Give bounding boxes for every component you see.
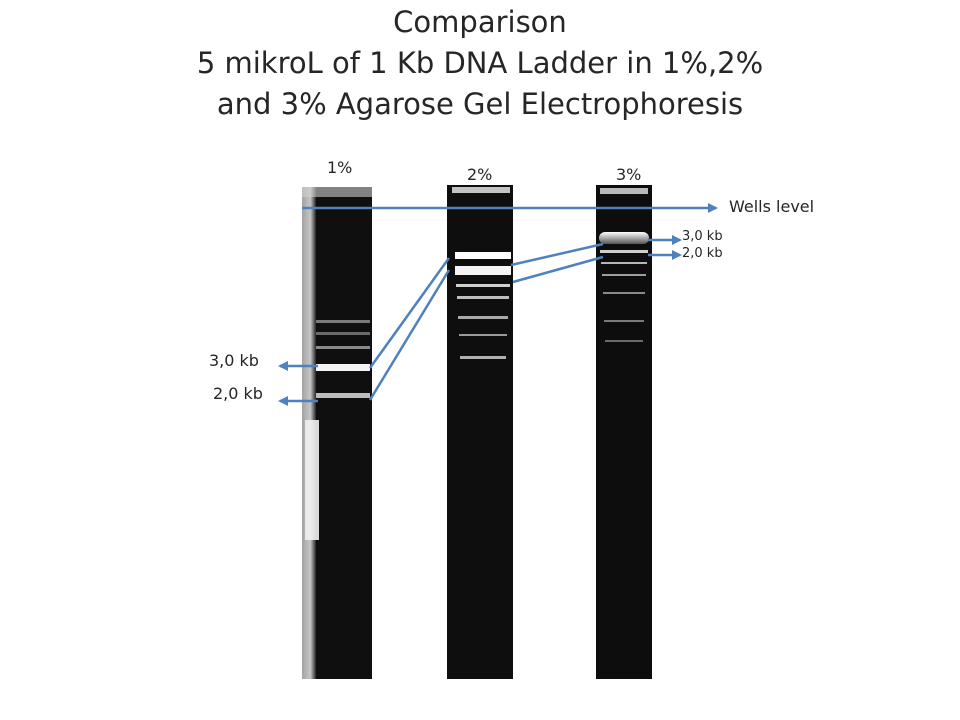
lane2-band-g: [459, 334, 507, 336]
lane3-band-d: [602, 274, 646, 276]
lane1-2kb-label: 2,0 kb: [213, 384, 263, 403]
lane-label-2pct: 2%: [467, 165, 493, 184]
lane2-band-d: [456, 284, 510, 287]
lane3-band-2kb: [600, 250, 648, 253]
lane3-2kb-label: 2,0 kb: [682, 246, 723, 261]
wells-level-label: Wells level: [729, 197, 815, 216]
connector-2kb-1to2: [368, 269, 451, 401]
lane2-band-h: [460, 356, 506, 359]
lane3-band-g: [605, 340, 643, 342]
gel-lane-3pct: [596, 185, 652, 679]
slide-title: Comparison 5 mikroL of 1 Kb DNA Ladder i…: [0, 2, 960, 125]
lane1-band-3kb: [316, 364, 370, 371]
lane2-band-3kb: [455, 252, 511, 259]
connector-3kb-2to3: [510, 242, 604, 267]
title-line-3: and 3% Agarose Gel Electrophoresis: [216, 87, 744, 121]
lane2-band-2kb: [455, 266, 511, 275]
lane3-band-c: [601, 262, 647, 264]
lane2-band-f: [458, 316, 508, 319]
lane1-band-faint-a: [316, 320, 370, 323]
lane2-band-e: [457, 296, 509, 299]
connector-3kb-1to2: [368, 257, 451, 369]
lane3-band-3kb: [599, 232, 649, 244]
lane1-band-2kb: [316, 393, 370, 398]
lane-label-3pct: 3%: [616, 165, 642, 184]
lane1-band-faint-c: [316, 346, 370, 349]
gel-lane-2pct: [447, 185, 513, 679]
gel-lane-1pct: [302, 187, 372, 679]
lane1-3kb-label: 3,0 kb: [209, 351, 259, 370]
title-line-1: Comparison: [393, 5, 567, 39]
lane-label-1pct: 1%: [327, 158, 353, 177]
lane3-3kb-label: 3,0 kb: [682, 229, 723, 244]
lane3-band-f: [604, 320, 644, 322]
title-line-2: 5 mikroL of 1 Kb DNA Ladder in 1%,2%: [196, 46, 764, 80]
lane1-band-faint-b: [316, 332, 370, 335]
lane3-band-e: [603, 292, 645, 294]
connector-2kb-2to3: [512, 255, 604, 284]
